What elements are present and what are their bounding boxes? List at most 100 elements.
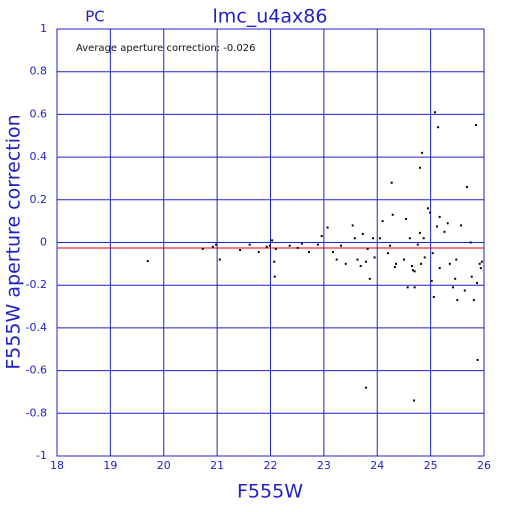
- point: [378, 237, 381, 240]
- point: [331, 251, 334, 254]
- y-tick-label: -0.8: [26, 406, 47, 419]
- point: [265, 245, 268, 248]
- x-tick-label: 18: [50, 459, 64, 472]
- x-tick-label: 20: [157, 459, 171, 472]
- point: [438, 215, 441, 218]
- x-tick-label: 23: [317, 459, 331, 472]
- point: [307, 251, 310, 254]
- point: [386, 252, 389, 255]
- point: [381, 220, 384, 223]
- point: [405, 218, 408, 221]
- point: [432, 295, 435, 298]
- point: [389, 244, 392, 247]
- point: [476, 282, 479, 285]
- y-tick-label: -0.2: [26, 278, 47, 291]
- y-tick-label: 0.4: [30, 150, 48, 163]
- point: [437, 126, 440, 129]
- point: [463, 289, 466, 292]
- point: [361, 232, 364, 235]
- point: [257, 251, 260, 254]
- point: [443, 230, 446, 233]
- x-tick-label: 26: [477, 459, 491, 472]
- y-tick-label: 0.6: [30, 107, 48, 120]
- point: [431, 252, 434, 255]
- point: [416, 243, 419, 246]
- x-tick-label: 24: [370, 459, 384, 472]
- point: [288, 244, 291, 247]
- x-tick-label: 19: [103, 459, 117, 472]
- y-tick-label: -0.6: [26, 364, 47, 377]
- point: [422, 237, 425, 240]
- point: [393, 266, 396, 269]
- point: [438, 267, 441, 270]
- x-tick-label: 21: [210, 459, 224, 472]
- point: [268, 244, 271, 247]
- point: [218, 258, 221, 261]
- y-tick-label: 0: [40, 236, 47, 249]
- point: [476, 358, 479, 361]
- point: [455, 258, 458, 261]
- point: [201, 247, 204, 250]
- point: [335, 258, 338, 261]
- point: [413, 286, 416, 289]
- point: [248, 243, 251, 246]
- x-tick-label: 22: [264, 459, 278, 472]
- point: [326, 226, 329, 229]
- point: [470, 275, 473, 278]
- point: [239, 248, 242, 251]
- point: [273, 260, 276, 263]
- point: [359, 264, 362, 267]
- chart-title: lmc_u4ax86: [213, 6, 328, 28]
- point: [394, 262, 397, 265]
- point: [356, 258, 359, 261]
- point: [474, 124, 477, 127]
- point: [465, 185, 468, 188]
- point: [351, 224, 354, 227]
- point: [365, 260, 368, 263]
- point: [426, 207, 429, 210]
- point: [146, 260, 149, 263]
- point: [408, 237, 411, 240]
- point: [215, 243, 218, 246]
- point: [339, 244, 342, 247]
- point: [446, 222, 449, 225]
- point: [421, 151, 424, 154]
- annotation: Average aperture correction: -0.026: [76, 43, 256, 54]
- point: [365, 386, 368, 389]
- point: [271, 239, 274, 242]
- point: [454, 277, 457, 280]
- point: [480, 260, 483, 263]
- point: [448, 262, 451, 265]
- point: [418, 166, 421, 169]
- point: [456, 299, 459, 302]
- y-tick-label: -1: [36, 449, 47, 462]
- point: [452, 286, 455, 289]
- point: [373, 256, 376, 259]
- point: [317, 243, 320, 246]
- point: [472, 299, 475, 302]
- point: [412, 269, 415, 272]
- point: [353, 237, 356, 240]
- chart-subtitle: PC: [85, 8, 105, 26]
- point: [274, 247, 277, 250]
- point: [371, 237, 374, 240]
- x-axis-label: F555W: [237, 481, 303, 503]
- point: [391, 213, 394, 216]
- point: [460, 224, 463, 227]
- point: [406, 286, 409, 289]
- point: [320, 235, 323, 238]
- point: [420, 262, 423, 265]
- y-tick-label: 1: [40, 22, 47, 35]
- point: [430, 279, 433, 282]
- point: [469, 241, 472, 244]
- point: [410, 264, 413, 267]
- point: [366, 247, 369, 250]
- y-tick-label: -0.4: [26, 321, 47, 334]
- point: [479, 267, 482, 270]
- point: [418, 231, 421, 234]
- point: [429, 211, 432, 214]
- point: [390, 181, 393, 184]
- point: [478, 262, 481, 265]
- point: [413, 270, 416, 273]
- y-tick-label: 0.8: [30, 65, 48, 78]
